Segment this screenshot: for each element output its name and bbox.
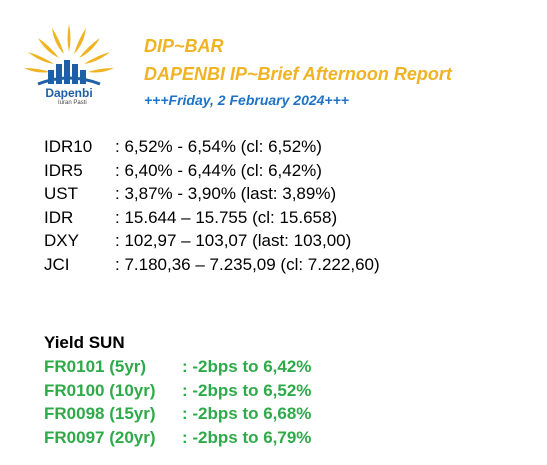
sun-row-fr0097: FR0097 (20yr) : -2bps to 6,79%	[44, 428, 311, 452]
rate-row-jci: JCI : 7.180,36 – 7.235,09 (cl: 7.222,60)	[44, 255, 380, 279]
report-title: DIP~BAR	[144, 36, 224, 56]
sun-row-fr0101: FR0101 (5yr) : -2bps to 6,42%	[44, 357, 311, 381]
logo-tagline: Iuran Pasti	[58, 100, 87, 106]
sun-row-fr0098: FR0098 (15yr) : -2bps to 6,68%	[44, 404, 311, 428]
dapenbi-logo: Dapenbi Iuran Pasti	[14, 14, 124, 114]
report-subtitle: DAPENBI IP~Brief Afternoon Report	[144, 64, 452, 84]
rate-label: IDR	[44, 207, 74, 227]
sun-value: : -2bps to 6,52%	[182, 380, 312, 400]
rate-row-idr10: IDR10 : 6,52% - 6,54% (cl: 6,52%)	[44, 137, 380, 161]
rate-value: : 6,40% - 6,44% (cl: 6,42%)	[115, 160, 322, 180]
sun-logo-icon	[24, 24, 114, 86]
rate-label: IDR5	[44, 160, 83, 180]
rate-row-dxy: DXY : 102,97 – 103,07 (last: 103,00)	[44, 231, 380, 255]
rate-label: UST	[44, 184, 78, 203]
rate-row-idr: IDR : 15.644 – 15.755 (cl: 15.658)	[44, 208, 380, 232]
rate-value: : 7.180,36 – 7.235,09 (cl: 7.222,60)	[115, 254, 380, 274]
sun-value: : -2bps to 6,42%	[182, 357, 312, 376]
rate-value: : 6,52% - 6,54% (cl: 6,52%)	[115, 137, 322, 156]
yield-sun-section: Yield SUN FR0101 (5yr) : -2bps to 6,42% …	[44, 333, 311, 451]
sun-label: FR0100 (10yr)	[44, 380, 156, 400]
yield-sun-title: Yield SUN	[44, 333, 125, 352]
sun-label: FR0101 (5yr)	[44, 357, 147, 376]
rate-value: : 102,97 – 103,07 (last: 103,00)	[115, 231, 352, 250]
report-date: +++Friday, 2 February 2024+++	[144, 92, 349, 108]
rates-list: IDR10 : 6,52% - 6,54% (cl: 6,52%) IDR5 :…	[44, 137, 380, 278]
sun-label: FR0097 (20yr)	[44, 427, 156, 447]
rate-value: : 15.644 – 15.755 (cl: 15.658)	[115, 207, 338, 227]
sun-label: FR0098 (15yr)	[44, 404, 156, 423]
rate-row-ust: UST : 3,87% - 3,90% (last: 3,89%)	[44, 184, 380, 208]
logo-name: Dapenbi	[45, 86, 93, 100]
rate-row-idr5: IDR5 : 6,40% - 6,44% (cl: 6,42%)	[44, 161, 380, 185]
rate-value: : 3,87% - 3,90% (last: 3,89%)	[115, 184, 337, 203]
rate-label: DXY	[44, 231, 79, 250]
sun-value: : -2bps to 6,68%	[182, 404, 312, 423]
rate-label: JCI	[44, 254, 70, 274]
rate-label: IDR10	[44, 137, 93, 156]
sun-row-fr0100: FR0100 (10yr) : -2bps to 6,52%	[44, 381, 311, 405]
sun-value: : -2bps to 6,79%	[182, 427, 312, 447]
